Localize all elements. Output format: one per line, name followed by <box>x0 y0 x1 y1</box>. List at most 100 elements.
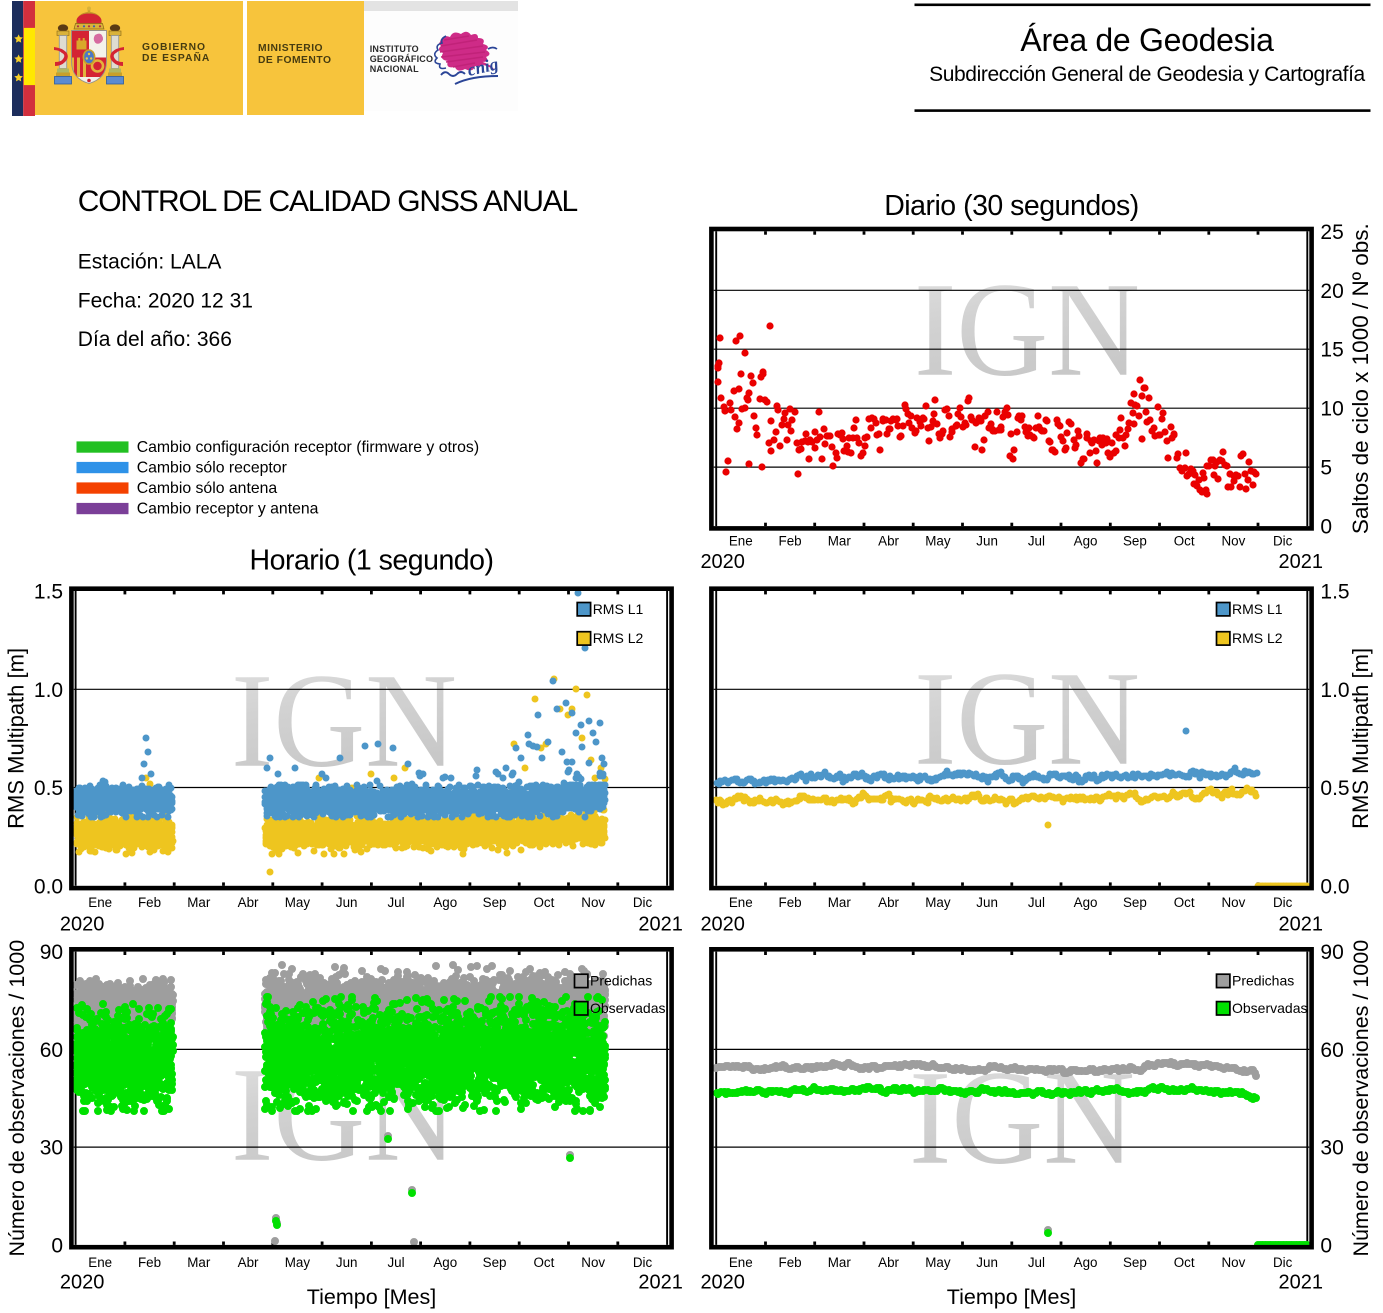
svg-text:60: 60 <box>1320 1039 1343 1062</box>
svg-text:RMS Multipath [m]: RMS Multipath [m] <box>4 648 29 829</box>
svg-text:Predichas: Predichas <box>1232 973 1294 989</box>
svg-text:2021: 2021 <box>638 914 683 936</box>
svg-text:1.0: 1.0 <box>34 679 63 702</box>
svg-text:Diario (30 segundos): Diario (30 segundos) <box>884 190 1139 222</box>
svg-text:2020: 2020 <box>700 914 745 936</box>
svg-text:60: 60 <box>40 1039 63 1062</box>
svg-text:2020: 2020 <box>700 1272 745 1294</box>
svg-text:Feb: Feb <box>138 1255 161 1270</box>
svg-text:2020: 2020 <box>700 551 745 573</box>
svg-text:IGN: IGN <box>914 645 1140 794</box>
svg-text:RMS L1: RMS L1 <box>593 601 644 617</box>
svg-text:Sep: Sep <box>1123 1255 1147 1270</box>
svg-text:Feb: Feb <box>138 895 161 910</box>
svg-text:Estación: LALA: Estación: LALA <box>78 251 222 274</box>
svg-text:Feb: Feb <box>779 895 802 910</box>
svg-text:Abr: Abr <box>878 895 899 910</box>
svg-text:IGN: IGN <box>914 256 1140 405</box>
svg-text:15: 15 <box>1320 339 1343 362</box>
svg-text:1.5: 1.5 <box>1320 581 1349 604</box>
svg-text:90: 90 <box>40 941 63 964</box>
svg-text:Número de observaciones / 1000: Número de observaciones / 1000 <box>5 940 29 1257</box>
svg-text:0.5: 0.5 <box>1320 777 1349 800</box>
svg-text:CONTROL DE CALIDAD GNSS ANUAL: CONTROL DE CALIDAD GNSS ANUAL <box>78 185 578 218</box>
svg-text:Número de observaciones / 1000: Número de observaciones / 1000 <box>1349 940 1373 1257</box>
svg-text:Jun: Jun <box>336 895 358 910</box>
svg-text:Jun: Jun <box>976 1255 998 1270</box>
svg-text:2021: 2021 <box>638 1272 683 1294</box>
svg-text:May: May <box>925 534 951 549</box>
svg-text:30: 30 <box>1320 1137 1343 1160</box>
svg-text:Nov: Nov <box>581 895 605 910</box>
svg-text:Jul: Jul <box>1028 895 1045 910</box>
svg-text:Subdirección General de Geodes: Subdirección General de Geodesia y Carto… <box>929 63 1365 86</box>
svg-text:25: 25 <box>1320 221 1343 244</box>
svg-text:Ago: Ago <box>1074 534 1098 549</box>
svg-text:Día del año: 366: Día del año: 366 <box>78 328 232 351</box>
svg-text:Mar: Mar <box>828 1255 852 1270</box>
svg-text:Cambio sólo antena: Cambio sólo antena <box>137 480 278 497</box>
svg-text:Ago: Ago <box>1074 1255 1098 1270</box>
svg-text:0.0: 0.0 <box>34 875 63 898</box>
svg-text:Mar: Mar <box>187 895 211 910</box>
svg-text:Nov: Nov <box>1221 895 1245 910</box>
svg-text:Observadas: Observadas <box>590 1000 665 1016</box>
svg-text:Ene: Ene <box>88 1255 112 1270</box>
svg-text:0: 0 <box>1320 516 1332 539</box>
svg-text:2020: 2020 <box>60 914 105 936</box>
svg-text:Ago: Ago <box>1074 895 1098 910</box>
svg-text:Tiempo [Mes]: Tiempo [Mes] <box>307 1285 436 1309</box>
svg-text:Cambio sólo receptor: Cambio sólo receptor <box>137 460 287 477</box>
svg-text:2020: 2020 <box>60 1272 105 1294</box>
svg-text:Área de Geodesia: Área de Geodesia <box>1020 22 1274 58</box>
svg-text:Sep: Sep <box>1123 534 1147 549</box>
svg-text:0.5: 0.5 <box>34 777 63 800</box>
svg-text:RMS Multipath [m]: RMS Multipath [m] <box>1348 648 1373 829</box>
svg-text:Cambio receptor y antena: Cambio receptor y antena <box>137 501 319 518</box>
svg-text:Jun: Jun <box>976 534 998 549</box>
svg-text:0: 0 <box>51 1234 63 1257</box>
svg-text:May: May <box>285 895 311 910</box>
svg-text:Dic: Dic <box>1273 895 1293 910</box>
svg-text:Nov: Nov <box>581 1255 605 1270</box>
svg-text:Ago: Ago <box>433 1255 457 1270</box>
svg-text:0: 0 <box>1320 1234 1332 1257</box>
svg-text:Tiempo [Mes]: Tiempo [Mes] <box>947 1285 1076 1309</box>
svg-text:May: May <box>925 1255 951 1270</box>
svg-text:1.5: 1.5 <box>34 581 63 604</box>
svg-text:20: 20 <box>1320 280 1343 303</box>
svg-text:RMS L2: RMS L2 <box>1232 630 1283 646</box>
svg-text:Abr: Abr <box>878 534 899 549</box>
svg-text:RMS L1: RMS L1 <box>1232 601 1283 617</box>
svg-text:Oct: Oct <box>533 895 554 910</box>
svg-text:Dic: Dic <box>1273 1255 1293 1270</box>
svg-text:Nov: Nov <box>1221 534 1245 549</box>
svg-text:90: 90 <box>1320 941 1343 964</box>
svg-text:2021: 2021 <box>1279 551 1324 573</box>
svg-text:May: May <box>925 895 951 910</box>
svg-text:Jun: Jun <box>336 1255 358 1270</box>
svg-text:Horario (1 segundo): Horario (1 segundo) <box>250 545 494 577</box>
svg-text:Mar: Mar <box>828 534 852 549</box>
svg-text:Predichas: Predichas <box>590 973 652 989</box>
svg-text:Nov: Nov <box>1221 1255 1245 1270</box>
svg-text:2021: 2021 <box>1279 1272 1324 1294</box>
svg-text:Mar: Mar <box>828 895 852 910</box>
svg-text:Jul: Jul <box>387 895 404 910</box>
svg-text:Oct: Oct <box>1174 895 1195 910</box>
svg-text:Abr: Abr <box>878 1255 899 1270</box>
svg-text:Jul: Jul <box>1028 534 1045 549</box>
svg-text:Jun: Jun <box>976 895 998 910</box>
svg-text:Abr: Abr <box>238 1255 259 1270</box>
svg-text:Sep: Sep <box>483 1255 507 1270</box>
svg-text:Dic: Dic <box>633 1255 653 1270</box>
svg-text:1.0: 1.0 <box>1320 679 1349 702</box>
svg-text:May: May <box>285 1255 311 1270</box>
svg-text:Saltos de ciclo x 1000 / Nº ob: Saltos de ciclo x 1000 / Nº obs. <box>1348 223 1373 534</box>
svg-text:Ene: Ene <box>88 895 112 910</box>
svg-text:Oct: Oct <box>1174 534 1195 549</box>
svg-text:Jul: Jul <box>387 1255 404 1270</box>
svg-text:Fecha: 2020 12 31: Fecha: 2020 12 31 <box>78 290 253 313</box>
svg-text:Sep: Sep <box>1123 895 1147 910</box>
svg-text:Oct: Oct <box>1174 1255 1195 1270</box>
